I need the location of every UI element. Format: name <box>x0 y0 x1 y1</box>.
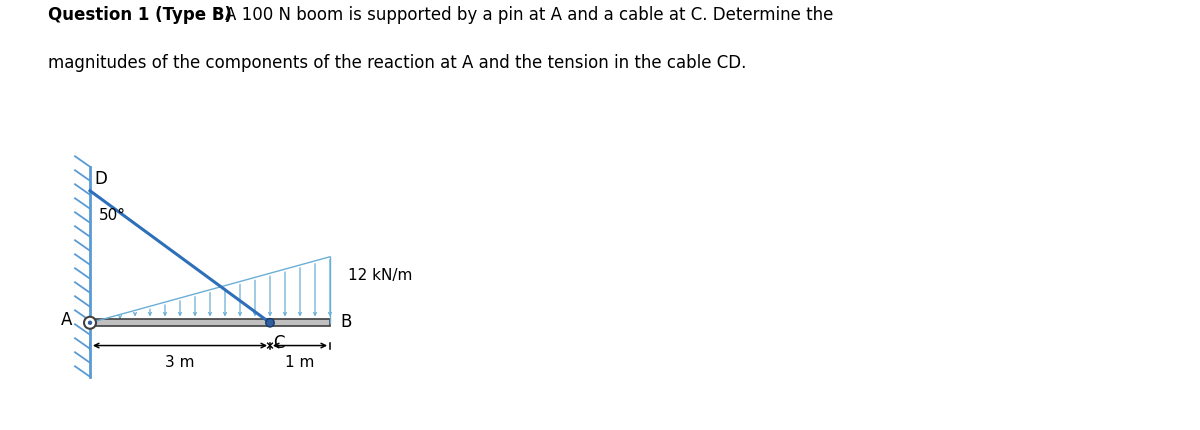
Text: 1 m: 1 m <box>286 355 314 369</box>
Text: D: D <box>95 170 107 188</box>
Text: B: B <box>341 313 352 331</box>
Text: A: A <box>61 311 72 329</box>
Text: magnitudes of the components of the reaction at A and the tension in the cable C: magnitudes of the components of the reac… <box>48 54 746 72</box>
Text: 12 kN/m: 12 kN/m <box>348 268 413 283</box>
Text: 3 m: 3 m <box>166 355 194 369</box>
Text: : A 100 N boom is supported by a pin at A and a cable at C. Determine the: : A 100 N boom is supported by a pin at … <box>214 6 833 24</box>
Circle shape <box>265 319 274 327</box>
Circle shape <box>84 317 96 329</box>
Text: C: C <box>274 334 284 352</box>
Text: Question 1 (Type B): Question 1 (Type B) <box>48 6 232 24</box>
Text: 50°: 50° <box>98 208 126 223</box>
Circle shape <box>89 321 91 324</box>
Polygon shape <box>90 319 330 326</box>
